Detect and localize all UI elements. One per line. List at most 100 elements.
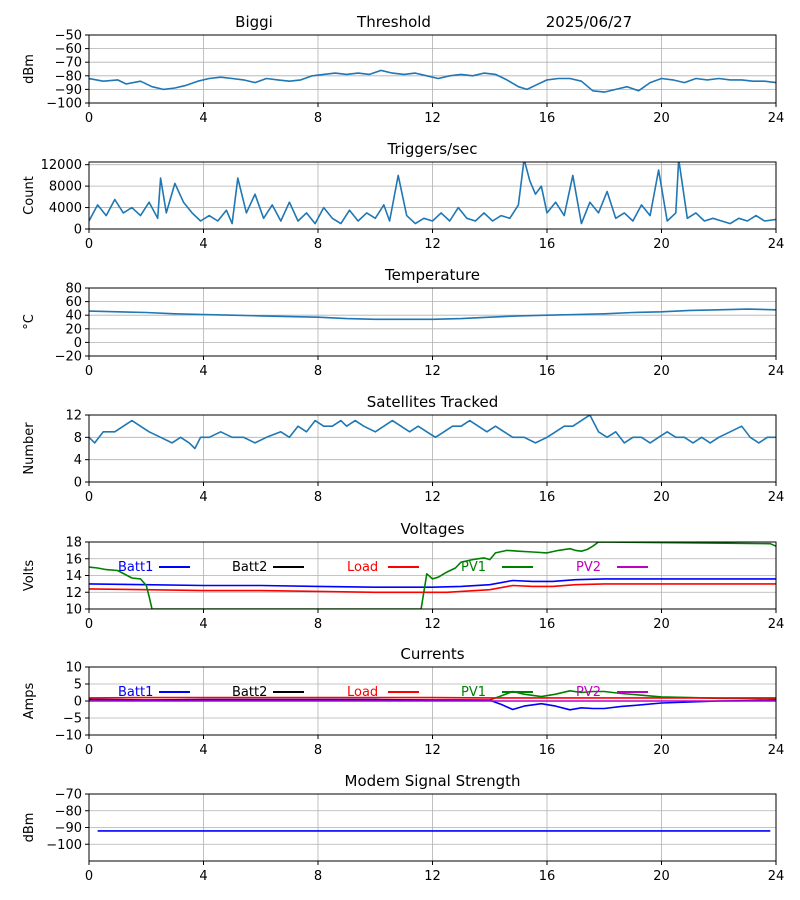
x-tick-label: 16 xyxy=(539,617,556,632)
x-tick-label: 20 xyxy=(653,869,670,884)
y-axis-label: dBm xyxy=(22,54,37,84)
y-tick-label: −60 xyxy=(55,42,82,57)
chart-title: Satellites Tracked xyxy=(367,393,498,411)
legend-label: PV1 xyxy=(461,560,486,575)
legend-label: PV2 xyxy=(576,685,601,700)
x-tick-label: 20 xyxy=(653,237,670,252)
x-tick-label: 24 xyxy=(768,869,785,884)
x-tick-label: 12 xyxy=(424,364,441,379)
chart-title: Temperature xyxy=(384,266,480,284)
x-tick-label: 8 xyxy=(314,364,322,379)
x-tick-label: 0 xyxy=(85,237,93,252)
y-tick-label: 12 xyxy=(65,586,82,601)
legend-label: Batt1 xyxy=(118,685,153,700)
x-tick-label: 20 xyxy=(653,617,670,632)
x-tick-label: 12 xyxy=(424,490,441,505)
x-tick-label: 0 xyxy=(85,617,93,632)
header-date: 2025/06/27 xyxy=(546,13,632,31)
x-tick-label: 20 xyxy=(653,743,670,758)
x-tick-label: 4 xyxy=(199,111,207,126)
legend-label: Batt1 xyxy=(118,560,153,575)
x-tick-label: 24 xyxy=(768,237,785,252)
panel-currents: 0 4 8 12 16 20 24 −10 −5 0 5 10 Currents Amps Batt1 Bat… xyxy=(22,645,784,758)
y-tick-label: 0 xyxy=(74,695,82,710)
x-tick-label: 8 xyxy=(314,743,322,758)
x-tick-label: 16 xyxy=(539,364,556,379)
x-tick-label: 0 xyxy=(85,111,93,126)
x-tick-label: 12 xyxy=(424,111,441,126)
y-tick-label: 5 xyxy=(74,678,82,693)
y-tick-label: 14 xyxy=(65,569,82,584)
y-tick-label: 8000 xyxy=(49,180,82,195)
y-axis-label: Count xyxy=(22,176,37,215)
y-axis-label: °C xyxy=(22,314,37,330)
y-tick-label: −80 xyxy=(55,69,82,84)
series-line-pv1 xyxy=(89,542,776,609)
y-tick-label: −90 xyxy=(55,821,82,836)
y-axis-label: Volts xyxy=(22,560,37,592)
y-tick-label: 0 xyxy=(74,223,82,238)
x-tick-label: 16 xyxy=(539,743,556,758)
x-tick-label: 12 xyxy=(424,237,441,252)
x-tick-label: 4 xyxy=(199,364,207,379)
x-tick-label: 20 xyxy=(653,490,670,505)
x-tick-label: 24 xyxy=(768,617,785,632)
x-tick-label: 24 xyxy=(768,364,785,379)
y-tick-label: −10 xyxy=(55,729,82,744)
x-tick-label: 4 xyxy=(199,490,207,505)
panel-triggers: 0 4 8 12 16 20 24 0 4000 8000 12000 Triggers/sec Cou… xyxy=(22,140,784,252)
y-axis-label: Amps xyxy=(22,682,37,719)
x-tick-label: 20 xyxy=(653,111,670,126)
y-tick-label: −50 xyxy=(55,29,82,44)
x-tick-label: 16 xyxy=(539,490,556,505)
y-tick-label: 0 xyxy=(74,336,82,351)
y-tick-label: 20 xyxy=(65,322,82,337)
y-tick-label: −80 xyxy=(55,804,82,819)
series-line-0 xyxy=(89,69,776,93)
legend-label: Batt2 xyxy=(232,685,267,700)
y-tick-label: 60 xyxy=(65,295,82,310)
series-line-0 xyxy=(89,162,776,225)
x-tick-label: 20 xyxy=(653,364,670,379)
panel-modem: 0 4 8 12 16 20 24 −100 −90 −80−70 Modem Signal Str… xyxy=(22,772,784,884)
series-line-batt1 xyxy=(89,578,776,589)
y-tick-label: −100 xyxy=(46,97,82,112)
x-tick-label: 16 xyxy=(539,869,556,884)
y-tick-label: 8 xyxy=(74,431,82,446)
x-tick-label: 24 xyxy=(768,490,785,505)
x-tick-label: 4 xyxy=(199,743,207,758)
series-line-batt1 xyxy=(89,698,776,711)
x-tick-label: 8 xyxy=(314,490,322,505)
legend-label: PV1 xyxy=(461,685,486,700)
y-tick-label: 80 xyxy=(65,282,82,297)
series-line-load xyxy=(89,583,776,594)
y-tick-label: 4000 xyxy=(49,201,82,216)
legend-label: Load xyxy=(347,560,378,575)
header-mode: Threshold xyxy=(356,13,431,31)
y-tick-label: −100 xyxy=(46,838,82,853)
x-tick-label: 16 xyxy=(539,237,556,252)
y-tick-label: 0 xyxy=(74,476,82,491)
y-tick-label: 40 xyxy=(65,309,82,324)
y-axis-label: dBm xyxy=(22,813,37,843)
x-tick-label: 8 xyxy=(314,869,322,884)
series-line-0 xyxy=(89,415,776,450)
x-tick-label: 4 xyxy=(199,237,207,252)
y-tick-label: 10 xyxy=(65,661,82,676)
y-tick-label: −90 xyxy=(55,83,82,98)
x-tick-label: 4 xyxy=(199,869,207,884)
x-tick-label: 4 xyxy=(199,617,207,632)
y-tick-label: 10 xyxy=(65,603,82,618)
x-tick-label: 0 xyxy=(85,364,93,379)
y-tick-label: 12 xyxy=(65,409,82,424)
y-tick-label: 16 xyxy=(65,552,82,567)
series-line-0 xyxy=(89,308,776,321)
chart-title: Modem Signal Strength xyxy=(345,772,521,790)
chart-title: Voltages xyxy=(400,520,464,538)
x-tick-label: 0 xyxy=(85,743,93,758)
y-tick-label: 4 xyxy=(74,453,82,468)
legend-label: PV2 xyxy=(576,560,601,575)
